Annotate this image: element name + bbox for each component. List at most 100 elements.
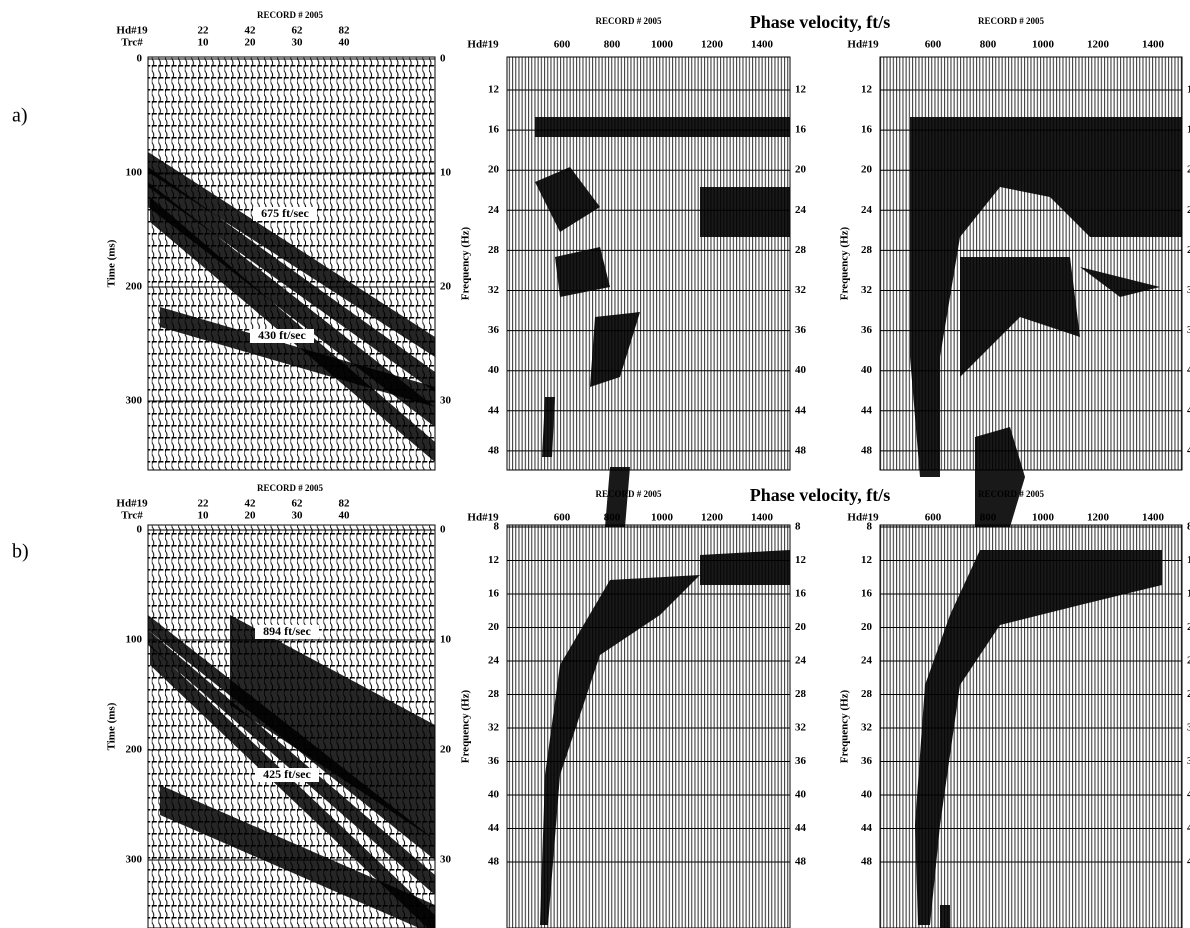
freq-tick-right: 48 bbox=[795, 444, 807, 456]
y-axis-label: Time (ms) bbox=[106, 702, 118, 750]
freq-tick: 32 bbox=[861, 284, 873, 296]
freq-tick-right: 32 bbox=[795, 284, 807, 296]
freq-tick: 44 bbox=[488, 404, 500, 416]
freq-tick: 20 bbox=[861, 621, 873, 633]
freq-tick: 40 bbox=[861, 789, 873, 801]
time-tick: 300 bbox=[126, 395, 143, 407]
y-axis-label: Frequency (Hz) bbox=[460, 226, 472, 300]
trc-tick: 20 bbox=[245, 510, 257, 522]
freq-tick: 36 bbox=[861, 324, 873, 336]
hd-tick: 82 bbox=[339, 25, 351, 37]
freq-tick: 16 bbox=[488, 124, 500, 136]
phase-velocity-header: Phase velocity, ft/s bbox=[750, 485, 890, 505]
freq-tick-right: 36 bbox=[795, 324, 807, 336]
freq-tick-right: 40 bbox=[795, 364, 807, 376]
freq-tick-right: 44 bbox=[795, 822, 807, 834]
velocity-tick: 1000 bbox=[651, 512, 674, 524]
freq-tick: 28 bbox=[488, 688, 500, 700]
hd-tick: 62 bbox=[292, 498, 304, 510]
freq-tick: 48 bbox=[488, 444, 500, 456]
freq-tick: 12 bbox=[488, 84, 500, 96]
freq-tick-right: 8 bbox=[1187, 521, 1190, 533]
dispersion-frame bbox=[506, 524, 791, 928]
freq-tick-right: 16 bbox=[1187, 124, 1190, 136]
trc-label: Trc# bbox=[121, 37, 143, 49]
dispersion-title: RECORD # 2005 bbox=[978, 16, 1045, 26]
velocity-tick: 1400 bbox=[1142, 512, 1165, 524]
y-axis-label: Frequency (Hz) bbox=[839, 689, 851, 763]
freq-tick: 24 bbox=[861, 655, 873, 667]
freq-tick-right: 28 bbox=[795, 244, 807, 256]
right-tick: 0 bbox=[440, 524, 446, 536]
time-tick: 100 bbox=[126, 634, 143, 646]
freq-tick-right: 16 bbox=[1187, 588, 1190, 600]
freq-tick: 48 bbox=[861, 444, 873, 456]
dispersion-frame bbox=[879, 56, 1183, 471]
freq-tick-right: 40 bbox=[1187, 789, 1190, 801]
freq-tick: 12 bbox=[861, 554, 873, 566]
freq-tick: 12 bbox=[861, 84, 873, 96]
freq-tick: 32 bbox=[488, 284, 500, 296]
velocity-tick: 1200 bbox=[701, 39, 724, 51]
energy-region bbox=[605, 467, 630, 527]
row-label: a) bbox=[12, 105, 28, 127]
freq-tick: 40 bbox=[488, 364, 500, 376]
freq-tick: 40 bbox=[488, 789, 500, 801]
freq-tick: 16 bbox=[861, 588, 873, 600]
freq-tick: 28 bbox=[861, 688, 873, 700]
freq-tick-right: 20 bbox=[1187, 164, 1190, 176]
hd-label: Hd#19 bbox=[116, 498, 148, 510]
freq-tick-right: 28 bbox=[1187, 244, 1190, 256]
velocity-tick: 1200 bbox=[1087, 39, 1110, 51]
freq-tick: 44 bbox=[861, 822, 873, 834]
freq-tick-right: 48 bbox=[795, 856, 807, 868]
annotation-bg bbox=[255, 625, 319, 639]
row-label: b) bbox=[12, 541, 29, 563]
wave-band bbox=[230, 615, 435, 840]
freq-tick-right: 48 bbox=[1187, 856, 1190, 868]
freq-tick-right: 44 bbox=[1187, 822, 1190, 834]
freq-tick-right: 8 bbox=[795, 521, 801, 533]
energy-region bbox=[555, 247, 610, 297]
velocity-tick: 1400 bbox=[751, 512, 774, 524]
velocity-tick: 600 bbox=[925, 512, 942, 524]
hd-tick: 42 bbox=[245, 498, 257, 510]
freq-tick: 24 bbox=[861, 204, 873, 216]
wave-band bbox=[160, 307, 435, 407]
freq-tick: 36 bbox=[488, 324, 500, 336]
freq-tick-right: 32 bbox=[1187, 284, 1190, 296]
freq-tick: 16 bbox=[861, 124, 873, 136]
wave-band bbox=[148, 182, 435, 427]
velocity-tick: 1000 bbox=[651, 39, 674, 51]
wave-band bbox=[148, 152, 435, 357]
hd-tick: 22 bbox=[198, 25, 210, 37]
y-axis-label: Frequency (Hz) bbox=[839, 226, 851, 300]
freq-tick-right: 32 bbox=[1187, 722, 1190, 734]
right-tick: 0 bbox=[440, 53, 446, 65]
wave-band bbox=[160, 785, 435, 928]
freq-tick-right: 36 bbox=[795, 755, 807, 767]
hd-label: Hd#19 bbox=[116, 25, 148, 37]
freq-tick-right: 16 bbox=[795, 588, 807, 600]
velocity-tick: 600 bbox=[554, 39, 571, 51]
velocity-tick: 600 bbox=[925, 39, 942, 51]
freq-tick-right: 28 bbox=[1187, 688, 1190, 700]
freq-tick: 20 bbox=[861, 164, 873, 176]
freq-tick-right: 36 bbox=[1187, 755, 1190, 767]
freq-tick-right: 12 bbox=[795, 84, 807, 96]
freq-tick-right: 32 bbox=[795, 722, 807, 734]
dispersion-title: RECORD # 2005 bbox=[978, 489, 1045, 499]
freq-tick-right: 48 bbox=[1187, 444, 1190, 456]
record-frame bbox=[147, 56, 436, 471]
dispersion-frame bbox=[879, 524, 1183, 928]
freq-tick-right: 20 bbox=[795, 164, 807, 176]
velocity-tick: 1000 bbox=[1032, 512, 1055, 524]
energy-region bbox=[542, 397, 555, 457]
freq-tick-right: 44 bbox=[1187, 404, 1190, 416]
hd-tick: 62 bbox=[292, 25, 304, 37]
time-tick: 0 bbox=[137, 524, 143, 536]
wave-band bbox=[148, 630, 435, 895]
freq-tick-right: 36 bbox=[1187, 324, 1190, 336]
freq-tick-right: 20 bbox=[1187, 621, 1190, 633]
